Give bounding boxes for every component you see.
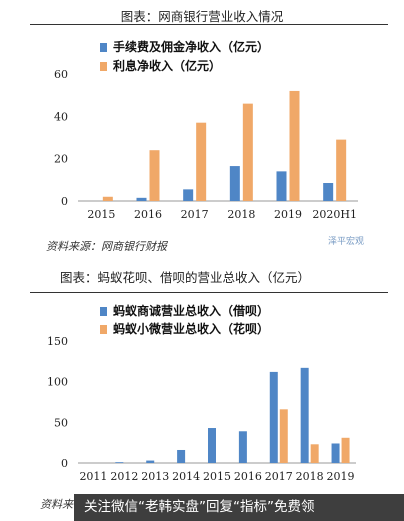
chart1-source: 资料来源：网商银行财报 <box>46 240 167 253</box>
chart1-ytick-0: 0 <box>61 195 68 208</box>
chart1-bar-s2-2016 <box>149 150 160 201</box>
chart2-caption: 图表：蚂蚁花呗、借呗的营业总收入（亿元） <box>60 270 311 285</box>
chart1-ytick-3: 60 <box>54 68 68 81</box>
chart2-xtick-2014: 2014 <box>172 470 200 483</box>
chart2-source: 资料来 <box>40 498 73 511</box>
chart2-legend-label-1: 蚂蚁商诚营业总收入（借呗） <box>113 303 269 318</box>
chart2-xtick-2016: 2016 <box>234 470 262 483</box>
chart1-bar-s1-2016 <box>136 197 147 201</box>
chart2-legend-swatch-2 <box>100 325 107 334</box>
promo-banner: 关注微信“老韩实盘”回复“指标”免费领 <box>74 494 404 521</box>
chart1-legend-swatch-2 <box>100 62 107 71</box>
chart1-ytick-1: 20 <box>54 153 68 166</box>
chart1-legend-label-2: 利息净收入（亿元） <box>113 58 221 73</box>
chart2-ytick-1: 50 <box>54 416 68 429</box>
chart1-xtick-2018: 2018 <box>227 208 255 221</box>
chart1-bar-s1-2018 <box>229 166 240 201</box>
chart1-bar-s2-2017 <box>196 122 207 201</box>
chart1-bar-s1-2017 <box>183 189 194 201</box>
chart1-xtick-2019: 2019 <box>274 208 302 221</box>
chart2-bar-s2-2017 <box>279 409 288 463</box>
chart1-xtick-2017: 2017 <box>181 208 209 221</box>
chart2-xtick-2012: 2012 <box>110 470 138 483</box>
chart1-ytick-2: 40 <box>54 110 68 123</box>
chart2-top-rule <box>30 292 388 293</box>
chart2-bar-s1-2013 <box>146 460 155 463</box>
chart1-watermark: 泽平宏观 <box>327 237 364 247</box>
chart2-bar-s2-2018 <box>310 444 319 463</box>
chart1-top-rule <box>30 24 388 25</box>
chart1-bar-s1-2020H1 <box>323 183 334 201</box>
chart2-ytick-3: 150 <box>47 335 68 348</box>
chart2-bar-s1-2018 <box>300 367 309 463</box>
chart1-caption: 图表：网商银行营业收入情况 <box>120 9 284 24</box>
chart2-xtick-2018: 2018 <box>296 470 324 483</box>
chart1-bar-s2-2018 <box>242 103 253 201</box>
chart1-bar-s1-2019 <box>276 171 287 201</box>
chart2-ytick-0: 0 <box>61 457 68 470</box>
chart2-xtick-2017: 2017 <box>265 470 293 483</box>
chart2-xtick-2015: 2015 <box>203 470 231 483</box>
chart2-xtick-2013: 2013 <box>141 470 169 483</box>
chart2-legend-label-2: 蚂蚁小微营业总收入（花呗） <box>113 321 269 336</box>
chart2-legend-swatch-1 <box>100 307 107 316</box>
chart2-xtick-2019: 2019 <box>327 470 355 483</box>
chart1-bar-s2-2020H1 <box>336 139 347 201</box>
chart1-xtick-2020H1: 2020H1 <box>312 208 357 221</box>
chart2-bar-s1-2016 <box>238 431 247 463</box>
chart2-bar-s1-2017 <box>269 371 278 463</box>
chart1-legend-label-1: 手续费及佣金净收入（亿元） <box>113 39 269 54</box>
chart2-bar-s1-2015 <box>208 428 216 463</box>
chart1-svg: 手续费及佣金净收入（亿元） 利息净收入（亿元） 0 20 40 60 2015 2016 201… <box>54 39 358 221</box>
chart2-ytick-2: 100 <box>47 376 68 389</box>
chart1-xtick-2016: 2016 <box>134 208 162 221</box>
chart1-legend-swatch-1 <box>100 43 107 52</box>
chart2-bar-s1-2019 <box>331 443 340 463</box>
chart2-bar-s1-2014 <box>177 449 186 463</box>
chart1-bar-s2-2019 <box>289 90 300 201</box>
chart1-xtick-2015: 2015 <box>87 208 115 221</box>
chart2-bar-s2-2019 <box>341 437 350 463</box>
chart2-bar-s1-2012 <box>115 462 124 463</box>
chart2-xtick-2011: 2011 <box>79 470 107 483</box>
chart1-bar-s2-2015 <box>102 196 113 201</box>
